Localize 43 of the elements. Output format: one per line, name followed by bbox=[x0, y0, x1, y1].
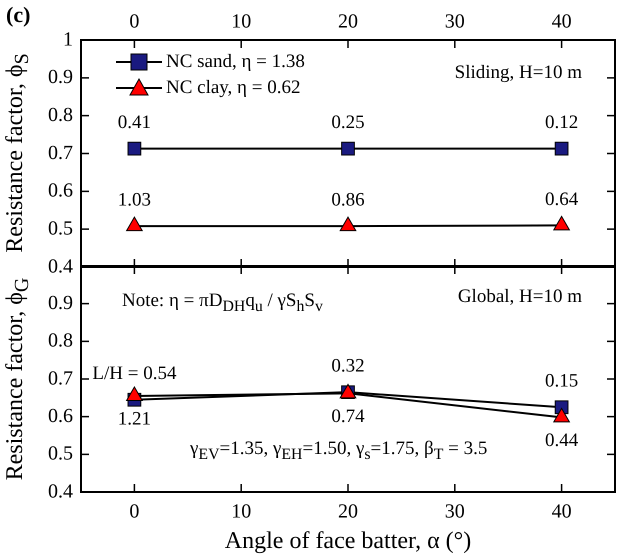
y-tick-label: 0.8 bbox=[48, 330, 73, 352]
x-tick-label: 40 bbox=[552, 500, 572, 522]
y-tick-label: 1 bbox=[63, 28, 73, 50]
legend-label: NC clay, η = 0.62 bbox=[166, 76, 300, 98]
annotation: 0.74 bbox=[331, 406, 366, 427]
y-tick-label: 0.9 bbox=[48, 292, 73, 314]
annotation: 1.21 bbox=[118, 408, 152, 430]
y-tick-label: 0.9 bbox=[48, 66, 73, 88]
y-tick-label: 0.7 bbox=[48, 142, 73, 164]
x2-tick-label: 40 bbox=[552, 10, 572, 32]
annotation: Global, H=10 m bbox=[458, 286, 582, 308]
annotation: 0.12 bbox=[544, 112, 578, 134]
annotation: Sliding, H=10 m bbox=[454, 62, 582, 84]
annotation: 0.86 bbox=[331, 190, 365, 211]
x-tick-label: 30 bbox=[444, 500, 465, 522]
x-tick-label: 10 bbox=[231, 500, 252, 522]
x2-tick-label: 20 bbox=[338, 10, 358, 32]
y-tick-label: 0.5 bbox=[48, 217, 73, 240]
annotation: 0.15 bbox=[544, 370, 578, 392]
y-tick-label: 0.4 bbox=[48, 480, 73, 502]
text: (c) bbox=[6, 2, 30, 28]
annotation: 0.25 bbox=[331, 112, 365, 134]
text: γ$_{EV}$=1.35, γ$_{EH}$=1.50, γ$_{s}$=1.75, β$_{T}$ = 3.5 bbox=[190, 438, 488, 463]
y-tick-label: 0.6 bbox=[48, 180, 73, 202]
x-tick-label: 0 bbox=[129, 500, 140, 522]
y-tick-label: 0.8 bbox=[48, 104, 73, 126]
x2-tick-label: 10 bbox=[231, 10, 252, 32]
y-tick-label: 0.6 bbox=[48, 404, 73, 427]
y-tick-label: 0.7 bbox=[48, 367, 73, 390]
annotation: 0.41 bbox=[118, 112, 152, 134]
x2-tick-label: 30 bbox=[444, 10, 465, 32]
annotation: 0.32 bbox=[331, 356, 365, 377]
annotation: 0.44 bbox=[544, 430, 579, 451]
annotation: 1.03 bbox=[118, 190, 152, 211]
annotation: Note: η = πD$_{DH}$q$_{u}$ / γS$_{h}$S$_{v}$ bbox=[122, 290, 323, 316]
y-tick-label: 0.4 bbox=[48, 255, 73, 278]
x2-tick-label: 0 bbox=[129, 10, 140, 32]
y-tick-label: 0.5 bbox=[48, 442, 73, 465]
x-axis-title: Angle of face batter, α (°) bbox=[224, 528, 472, 554]
x-tick-label: 20 bbox=[338, 500, 358, 522]
annotation: 0.64 bbox=[544, 188, 579, 210]
annotation: L/H = 0.54 bbox=[92, 363, 177, 384]
legend-label: NC sand, η = 1.38 bbox=[166, 50, 305, 72]
